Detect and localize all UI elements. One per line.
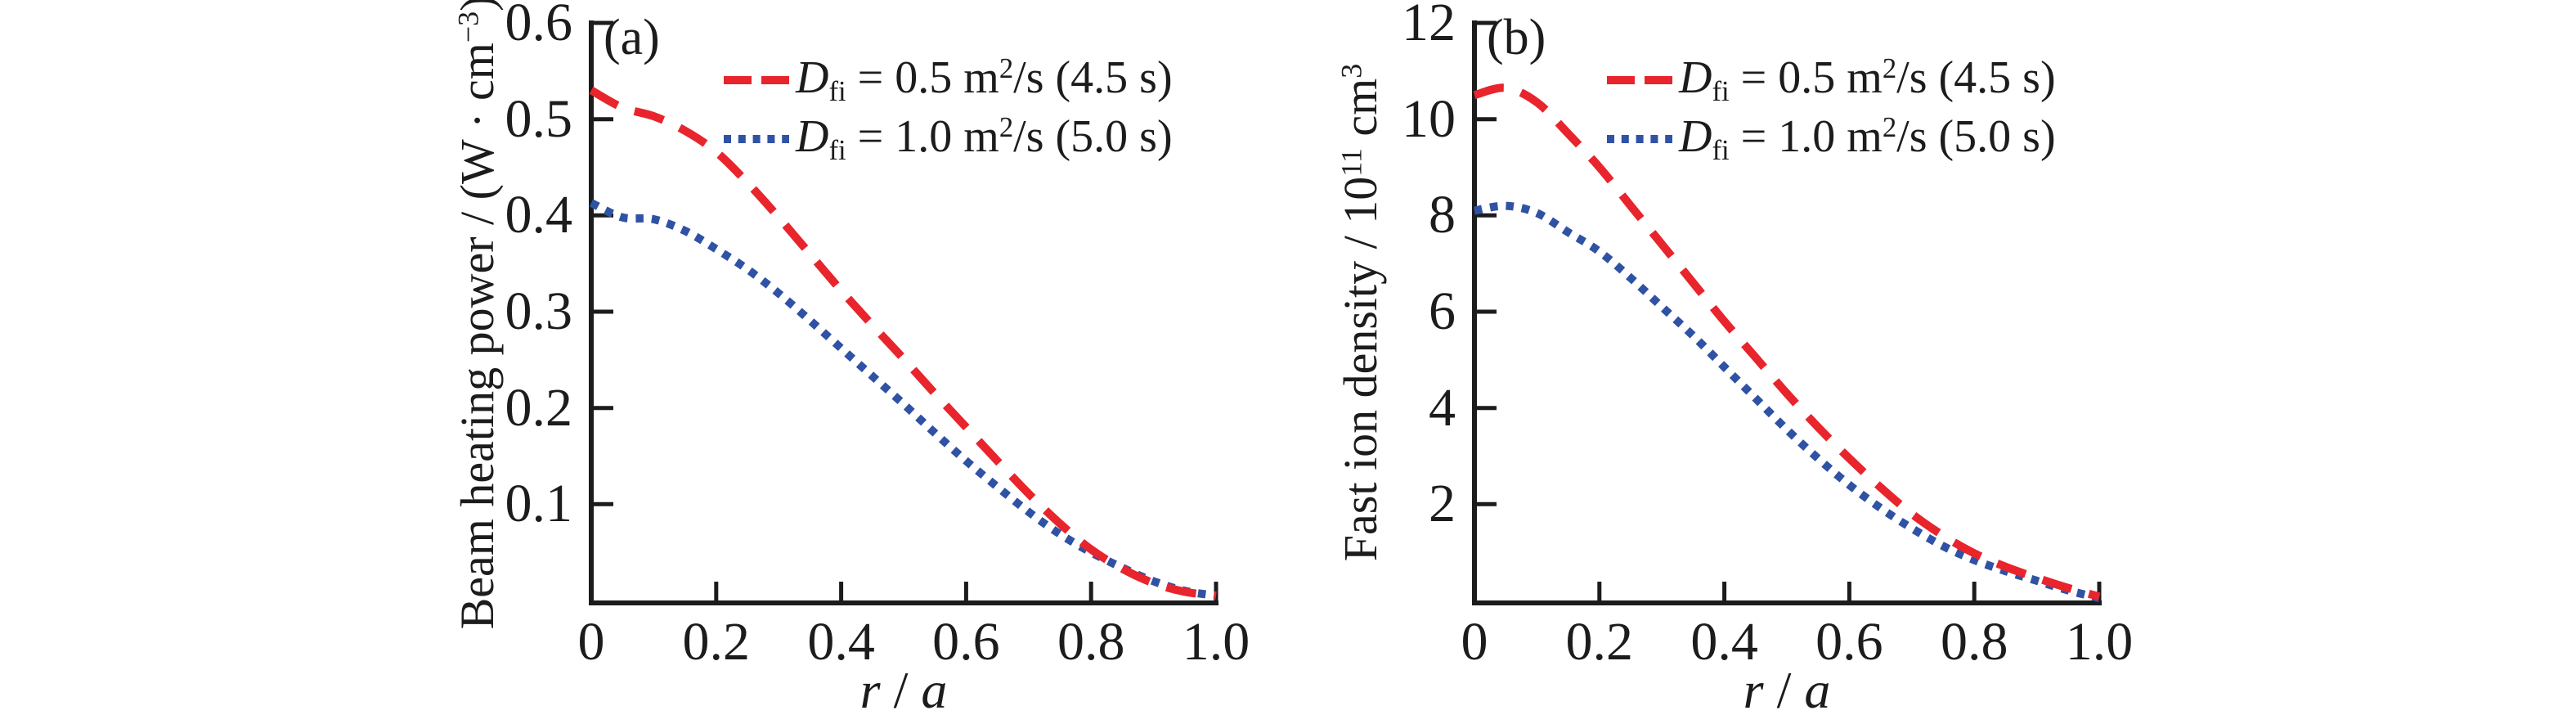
text-segment: D <box>1679 111 1712 163</box>
x-tick-label: 0.2 <box>682 612 751 672</box>
x-tick-label: 0.2 <box>1565 612 1634 672</box>
x-tick-label: 0.6 <box>932 612 1000 672</box>
x-tick-label: 0 <box>1461 612 1488 672</box>
legend-label: Dfi = 0.5 m2/s (4.5 s) <box>1679 43 2056 118</box>
series-curve-0 <box>589 87 1217 600</box>
legend: Dfi = 0.5 m2/s (4.5 s) Dfi = 1.0 m2/s (5.… <box>724 52 1173 166</box>
text-segment: D <box>1679 52 1712 104</box>
text-segment: /s (4.5 s) <box>1896 52 2056 104</box>
panel-label: (b) <box>1487 10 1546 65</box>
y-tick-label: 0.4 <box>505 185 573 245</box>
text-segment: D <box>796 111 829 163</box>
text-segment: D <box>796 52 829 104</box>
dotted-line-swatch-icon <box>724 135 789 143</box>
text-segment: = 0.5 m <box>846 52 999 104</box>
y-tick-label: 8 <box>1429 185 1456 245</box>
y-tick-label: 0.6 <box>505 0 573 52</box>
y-tick-label: 6 <box>1429 281 1456 341</box>
text-segment: / <box>1763 661 1805 715</box>
legend: Dfi = 0.5 m2/s (4.5 s) Dfi = 1.0 m2/s (5.… <box>1607 52 2056 166</box>
text-segment: /s (4.5 s) <box>1013 52 1173 104</box>
x-tick-label: 1.0 <box>2065 612 2134 672</box>
x-axis-tick-marks <box>1597 582 2102 600</box>
y-tick-label: 0.5 <box>505 88 573 149</box>
panel-label: (a) <box>604 10 660 65</box>
x-tick-label: 0.8 <box>1057 612 1125 672</box>
series-curve-1 <box>1474 201 2101 602</box>
text-segment: 2 <box>999 52 1014 85</box>
text-segment: 2 <box>999 111 1014 144</box>
text-segment: /s (5.0 s) <box>1896 111 2056 163</box>
y-tick-label: 0.3 <box>505 281 573 341</box>
legend-entry-0: Dfi = 0.5 m2/s (4.5 s) <box>1607 52 2056 107</box>
legend-entry-1: Dfi = 1.0 m2/s (5.0 s) <box>1607 111 2056 166</box>
x-tick-label: 0 <box>577 612 605 672</box>
text-segment: = 0.5 m <box>1729 52 1883 104</box>
x-tick-label: 0.4 <box>1690 612 1758 672</box>
legend-label: Dfi = 1.0 m2/s (5.0 s) <box>796 101 1173 177</box>
x-tick-label: 0.6 <box>1815 612 1883 672</box>
x-axis-tick-marks <box>714 582 1218 600</box>
y-tick-label: 2 <box>1429 474 1456 534</box>
text-segment: / <box>880 661 922 715</box>
series-curve-0 <box>1473 83 2101 601</box>
text-segment: fi <box>828 133 846 166</box>
x-axis-label: r / a <box>740 664 1067 715</box>
axis-lines <box>1472 20 2102 605</box>
y-axis-tick-marks <box>594 20 613 506</box>
text-segment: a <box>1804 661 1831 715</box>
y-tick-label: 10 <box>1402 88 1456 149</box>
plot-area <box>589 20 1218 605</box>
text-segment: fi <box>1712 74 1730 107</box>
text-segment: 11 <box>1335 148 1368 177</box>
y-axis-tick-marks <box>1477 20 1497 506</box>
text-segment: r <box>859 661 881 715</box>
text-segment: = 1.0 m <box>1729 111 1883 163</box>
x-axis-label: r / a <box>1623 664 1950 715</box>
legend-label: Dfi = 1.0 m2/s (5.0 s) <box>1679 101 2056 177</box>
legend-entry-1: Dfi = 1.0 m2/s (5.0 s) <box>724 111 1173 166</box>
y-tick-label: 4 <box>1429 377 1456 438</box>
plot-area <box>1472 20 2102 605</box>
x-tick-label: 0.8 <box>1940 612 2008 672</box>
dashed-line-swatch-icon <box>1607 76 1672 84</box>
text-segment: = 1.0 m <box>846 111 999 163</box>
x-tick-label: 1.0 <box>1182 612 1250 672</box>
y-tick-label: 0.1 <box>505 474 573 534</box>
legend-label: Dfi = 0.5 m2/s (4.5 s) <box>796 43 1173 118</box>
text-segment: 2 <box>1882 111 1897 144</box>
text-segment: /s (5.0 s) <box>1013 111 1173 163</box>
text-segment: 3 <box>1335 63 1368 79</box>
dotted-line-swatch-icon <box>1607 135 1672 143</box>
text-segment: 2 <box>1882 52 1897 85</box>
y-tick-label: 12 <box>1402 0 1456 52</box>
text-segment: a <box>921 661 948 715</box>
text-segment: fi <box>1712 133 1730 166</box>
x-tick-label: 0.4 <box>807 612 875 672</box>
text-segment: r <box>1743 661 1764 715</box>
axis-lines <box>589 20 1218 605</box>
series-curve-1 <box>589 199 1217 600</box>
dashed-line-swatch-icon <box>724 76 789 84</box>
text-segment: fi <box>828 74 846 107</box>
legend-entry-0: Dfi = 0.5 m2/s (4.5 s) <box>724 52 1173 107</box>
y-tick-label: 0.2 <box>505 377 573 438</box>
